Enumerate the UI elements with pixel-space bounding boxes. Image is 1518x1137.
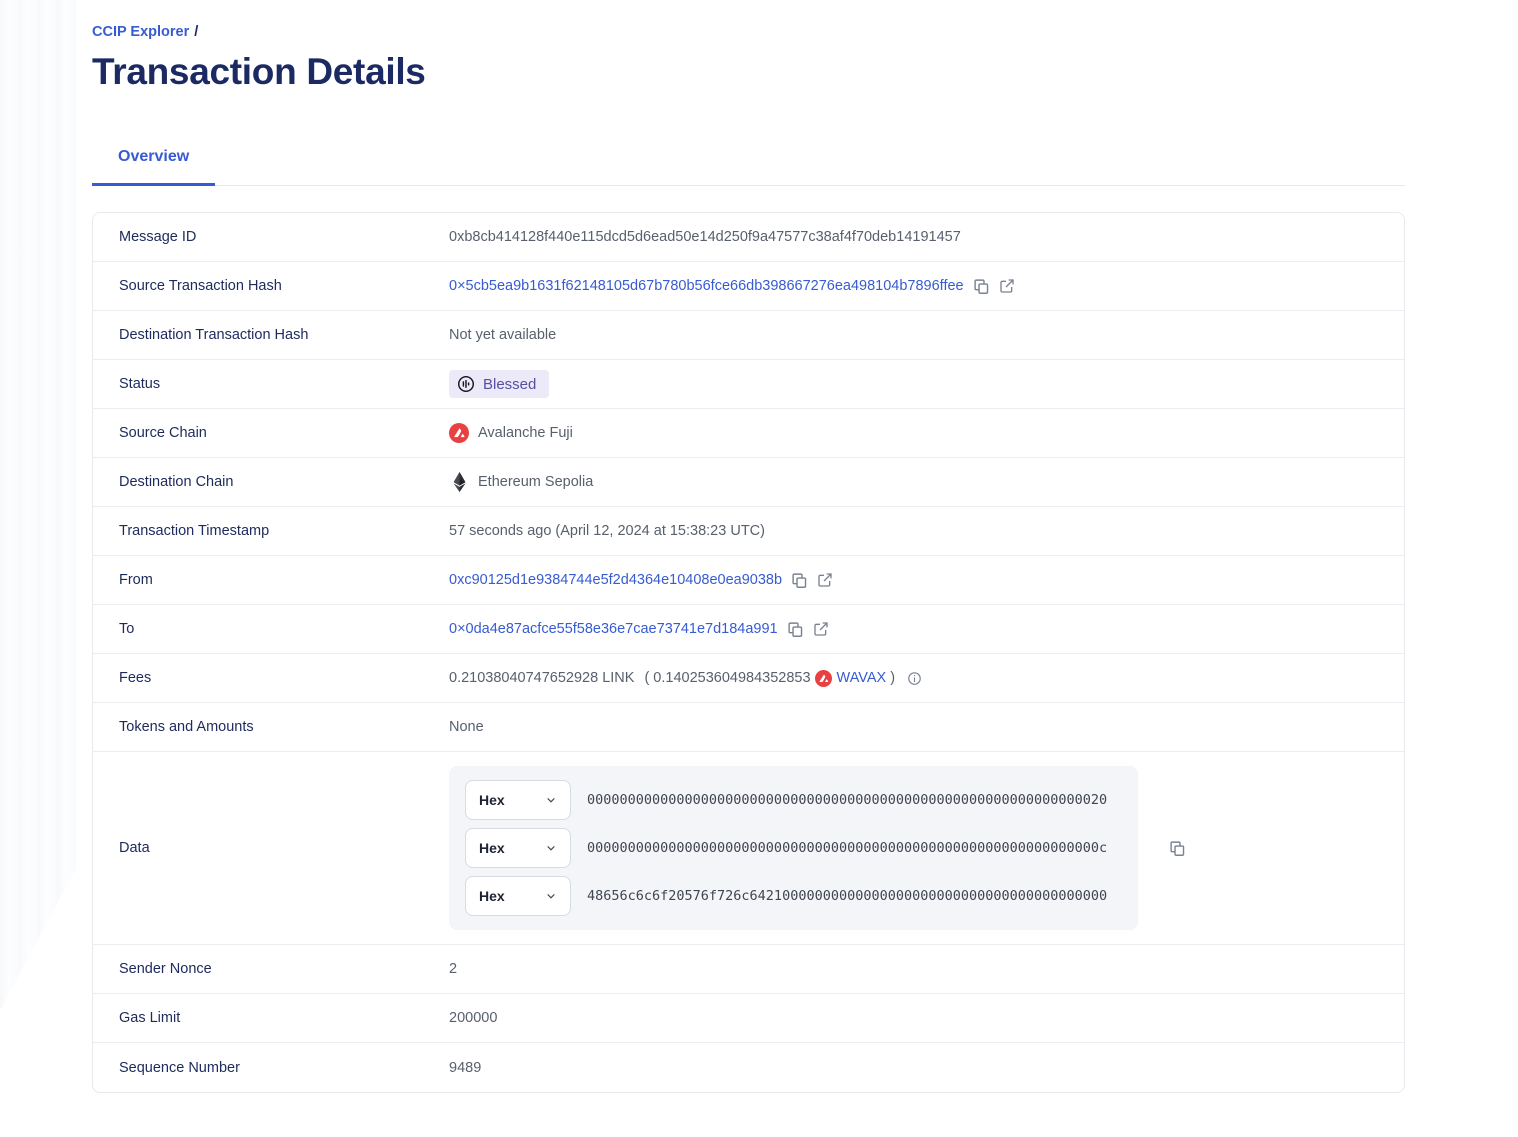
page-container: CCIP Explorer / Transaction Details Overv… bbox=[92, 0, 1405, 1093]
tokens-value: None bbox=[449, 719, 484, 735]
row-label: From bbox=[119, 572, 153, 588]
table-row-data: Data Hex 0000000000000000000000000000000… bbox=[93, 752, 1404, 945]
external-link-icon[interactable] bbox=[999, 278, 1015, 294]
page-title: Transaction Details bbox=[92, 51, 426, 92]
breadcrumb: CCIP Explorer / bbox=[92, 24, 1405, 40]
data-line: Hex 000000000000000000000000000000000000… bbox=[465, 828, 1122, 868]
message-id-value: 0xb8cb414128f440e115dcd5d6ead50e14d250f9… bbox=[449, 229, 961, 245]
dest-chain-name: Ethereum Sepolia bbox=[478, 474, 594, 490]
row-label: Destination Transaction Hash bbox=[119, 327, 309, 343]
data-format-select[interactable]: Hex bbox=[465, 780, 571, 820]
row-label: Fees bbox=[119, 670, 152, 686]
row-label: Source Chain bbox=[119, 425, 207, 441]
table-row-dest-chain: Destination Chain Ethereum Sepolia bbox=[93, 458, 1404, 507]
data-hex-line: 48656c6c6f20576f726c64210000000000000000… bbox=[587, 888, 1108, 904]
status-badge-label: Blessed bbox=[483, 375, 537, 393]
avalanche-icon bbox=[814, 669, 832, 687]
table-row-message-id: Message ID 0xb8cb414128f440e115dcd5d6ead… bbox=[93, 213, 1404, 262]
sequence-number-value: 9489 bbox=[449, 1059, 482, 1076]
data-hex-line: 0000000000000000000000000000000000000000… bbox=[587, 792, 1108, 808]
breadcrumb-ccip-explorer-link[interactable]: CCIP Explorer bbox=[92, 24, 190, 40]
table-row-from: From 0xc90125d1e9384744e5f2d4364e10408e0… bbox=[93, 556, 1404, 605]
external-link-icon[interactable] bbox=[817, 572, 833, 588]
chevron-down-icon bbox=[545, 794, 557, 806]
info-icon[interactable] bbox=[907, 671, 922, 686]
to-address-link[interactable]: 0×0da4e87acfce55f58e36e7cae73741e7d184a9… bbox=[449, 621, 778, 637]
background-stripes-decoration bbox=[0, 0, 76, 1010]
fees-paren-open: ( bbox=[644, 670, 650, 686]
avalanche-fuji-icon bbox=[449, 423, 469, 443]
data-line: Hex 48656c6c6f20576f726c6421000000000000… bbox=[465, 876, 1122, 916]
table-row-tokens: Tokens and Amounts None bbox=[93, 703, 1404, 752]
row-label: Tokens and Amounts bbox=[119, 719, 254, 735]
ethereum-icon bbox=[449, 472, 469, 492]
table-row-source-tx-hash: Source Transaction Hash 0×5cb5ea9b1631f6… bbox=[93, 262, 1404, 311]
fees-native-amount: 0.140253604984352853 bbox=[653, 670, 811, 686]
status-badge: Blessed bbox=[449, 370, 550, 398]
table-row-timestamp: Transaction Timestamp 57 seconds ago (Ap… bbox=[93, 507, 1404, 556]
table-row-fees: Fees 0.21038040747652928 LINK ( 0.140253… bbox=[93, 654, 1404, 703]
fees-link-amount: 0.21038040747652928 LINK bbox=[449, 670, 635, 686]
table-row-gas-limit: Gas Limit 200000 bbox=[93, 994, 1404, 1043]
timestamp-value: 57 seconds ago (April 12, 2024 at 15:38:… bbox=[449, 523, 765, 539]
table-row-to: To 0×0da4e87acfce55f58e36e7cae73741e7d18… bbox=[93, 605, 1404, 654]
fees-native-token: WAVAX bbox=[836, 670, 887, 686]
data-hex-block: Hex 000000000000000000000000000000000000… bbox=[449, 766, 1138, 930]
breadcrumb-separator: / bbox=[194, 24, 199, 40]
source-chain-name: Avalanche Fuji bbox=[478, 425, 573, 441]
row-label: Data bbox=[119, 840, 150, 856]
chevron-down-icon bbox=[545, 890, 557, 902]
external-link-icon[interactable] bbox=[813, 621, 829, 637]
dest-tx-hash-value: Not yet available bbox=[449, 327, 557, 343]
data-format-select[interactable]: Hex bbox=[465, 876, 571, 916]
row-label: Sender Nonce bbox=[119, 961, 212, 977]
data-format-select-value: Hex bbox=[479, 840, 505, 856]
fees-paren-close: ) bbox=[890, 670, 896, 686]
data-format-select[interactable]: Hex bbox=[465, 828, 571, 868]
row-label: Message ID bbox=[119, 229, 197, 245]
row-label: Status bbox=[119, 376, 161, 392]
row-label: Destination Chain bbox=[119, 474, 234, 490]
sender-nonce-value: 2 bbox=[449, 961, 458, 977]
row-label: To bbox=[119, 621, 135, 637]
table-row-sequence-number: Sequence Number 9489 bbox=[93, 1043, 1404, 1092]
row-label: Gas Limit bbox=[119, 1010, 181, 1026]
wavax-token-link[interactable]: WAVAX bbox=[814, 669, 887, 687]
data-line: Hex 000000000000000000000000000000000000… bbox=[465, 780, 1122, 820]
copy-icon[interactable] bbox=[1169, 840, 1186, 857]
tab-bar: Overview bbox=[92, 137, 1405, 186]
table-row-status: Status Blessed bbox=[93, 360, 1404, 409]
data-format-select-value: Hex bbox=[479, 888, 505, 904]
data-hex-line: 0000000000000000000000000000000000000000… bbox=[587, 840, 1108, 856]
blessed-signal-icon bbox=[457, 375, 475, 393]
row-label: Sequence Number bbox=[119, 1059, 240, 1076]
chevron-down-icon bbox=[545, 842, 557, 854]
row-label: Source Transaction Hash bbox=[119, 278, 282, 294]
gas-limit-value: 200000 bbox=[449, 1010, 498, 1026]
table-row-dest-tx-hash: Destination Transaction Hash Not yet ava… bbox=[93, 311, 1404, 360]
row-label: Transaction Timestamp bbox=[119, 523, 270, 539]
transaction-details-table: Message ID 0xb8cb414128f440e115dcd5d6ead… bbox=[92, 212, 1405, 1093]
table-row-sender-nonce: Sender Nonce 2 bbox=[93, 945, 1404, 994]
data-format-select-value: Hex bbox=[479, 792, 505, 808]
tab-overview[interactable]: Overview bbox=[92, 137, 216, 186]
from-address-link[interactable]: 0xc90125d1e9384744e5f2d4364e10408e0ea903… bbox=[449, 572, 783, 588]
copy-icon[interactable] bbox=[973, 278, 990, 295]
source-tx-hash-link[interactable]: 0×5cb5ea9b1631f62148105d67b780b56fce66db… bbox=[449, 278, 964, 294]
copy-icon[interactable] bbox=[787, 621, 804, 638]
table-row-source-chain: Source Chain Avalanche Fuji bbox=[93, 409, 1404, 458]
copy-icon[interactable] bbox=[791, 572, 808, 589]
